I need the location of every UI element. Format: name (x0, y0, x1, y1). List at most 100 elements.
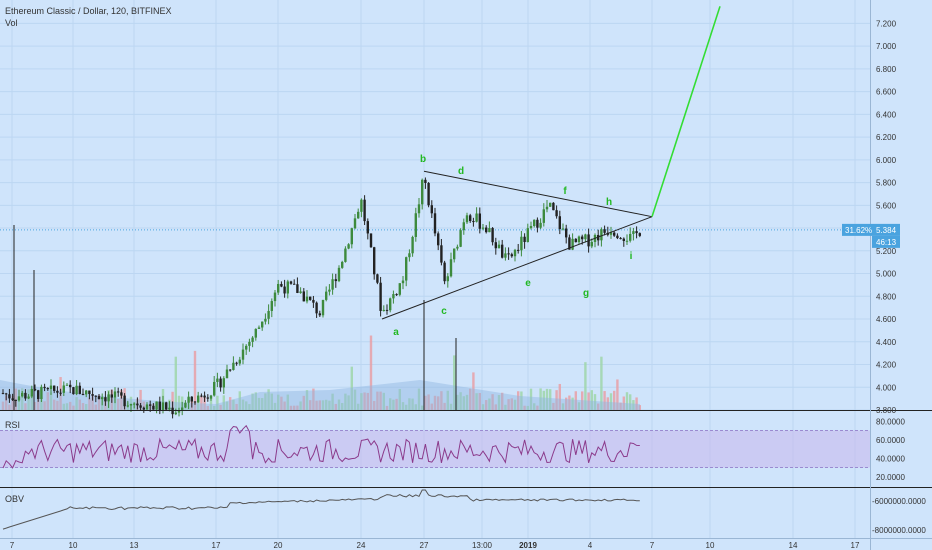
volume-bar (8, 404, 11, 410)
volume-bar (507, 399, 510, 410)
candle-body (533, 219, 536, 226)
volume-bar (587, 392, 590, 410)
price-badge (872, 223, 900, 236)
candle-body (600, 229, 603, 241)
candle-body (46, 388, 49, 390)
candle-body (168, 407, 171, 410)
volume-bar (142, 401, 145, 410)
candle-body (1, 392, 5, 394)
candle-body (520, 236, 523, 251)
candle-body (216, 378, 219, 382)
candle-body (37, 390, 40, 400)
candle-body (17, 396, 21, 401)
time-tick-label: 24 (357, 541, 366, 550)
time-tick-label: 4 (588, 541, 593, 550)
volume-bar (273, 402, 277, 410)
candle-body (88, 390, 91, 395)
price-tick-label: 4.000 (876, 383, 897, 392)
volume-bar (622, 396, 625, 410)
candle-body (209, 395, 213, 399)
volume-bar (453, 355, 456, 410)
triangle-pattern[interactable] (381, 6, 721, 320)
obv-label: OBV (5, 494, 25, 504)
candle-body (334, 279, 337, 282)
candle-body (155, 401, 158, 410)
candle-body (81, 393, 85, 395)
volume-bar (299, 401, 302, 410)
volume-bar (571, 397, 574, 410)
price-axis[interactable]: 7.200 7.000 6.800 6.600 6.400 6.200 6.000 5.800… (842, 0, 926, 550)
volume-bar (488, 398, 491, 410)
price-tick-label: 4.400 (876, 338, 897, 347)
volume-bar (81, 403, 85, 410)
volume-bar (11, 395, 14, 410)
volume-bar (590, 390, 593, 410)
candle-body (69, 384, 72, 388)
candle-body (536, 219, 539, 228)
time-tick-label: 20 (274, 541, 283, 550)
candle-body (248, 341, 251, 346)
volume-bar (392, 399, 395, 410)
percent-badge (842, 223, 872, 236)
volume-bar (558, 383, 561, 410)
candle-body (462, 222, 465, 231)
candle-body (549, 202, 552, 207)
volume-bar (446, 390, 449, 410)
candle-body (232, 362, 235, 370)
candle-body (382, 309, 385, 311)
price-tick-label: 6.000 (876, 156, 897, 165)
rsi-tick-label: 80.0000 (876, 417, 905, 426)
candle-body (149, 404, 152, 406)
obv-tick-label: -6000000.0000 (872, 497, 926, 506)
volume-bar (174, 356, 177, 410)
volume-bar (302, 395, 305, 410)
candle-body (30, 388, 33, 397)
volume-bar (568, 395, 571, 410)
volume-bar (229, 397, 232, 410)
volume-bar (536, 405, 539, 410)
volume-bar (529, 388, 533, 410)
volume-bar (603, 391, 606, 410)
volume-bar (616, 379, 619, 410)
volume-bar (235, 403, 238, 410)
volume-bar (609, 393, 613, 410)
volume-bar (561, 403, 565, 410)
volume-bar (430, 403, 433, 410)
volume-bar (270, 393, 273, 410)
volume-bar (465, 394, 469, 410)
time-tick-label: 10 (69, 541, 78, 550)
triangle-lower-line (381, 216, 653, 320)
volume-bar (501, 392, 504, 410)
candle-body (568, 237, 571, 250)
candle-body (126, 405, 129, 407)
volume-bar (398, 388, 401, 410)
volume-bar (120, 390, 123, 410)
time-tick-label: 10 (706, 541, 715, 550)
volume-bar (318, 400, 321, 410)
volume-bar (293, 405, 296, 410)
candle-body (597, 234, 600, 241)
countdown-badge-text: 46:13 (876, 238, 897, 247)
volume-bar (395, 398, 398, 410)
candle-body (14, 399, 17, 401)
price-tick-label: 5.000 (876, 270, 897, 279)
candle-body (85, 390, 88, 395)
candle-body (584, 234, 587, 240)
volume-bar (584, 362, 587, 410)
candle-body (347, 244, 350, 249)
candle-body (574, 238, 577, 243)
candle-body (312, 299, 315, 303)
wave-label-h: h (606, 197, 612, 208)
time-axis[interactable]: 7 10 13 17 20 24 27 13:00 2019 4 7 10 14 17 (0, 538, 932, 550)
volume-bar (1, 401, 5, 410)
volume-bar (78, 399, 81, 410)
volume-bar (53, 399, 56, 410)
candle-body (446, 276, 449, 282)
volume-bar (600, 356, 603, 410)
volume-bar (526, 405, 529, 410)
volume-bar (97, 395, 101, 410)
volume-bar (376, 391, 379, 410)
candle-body (181, 407, 184, 411)
volume-bar (539, 388, 542, 410)
